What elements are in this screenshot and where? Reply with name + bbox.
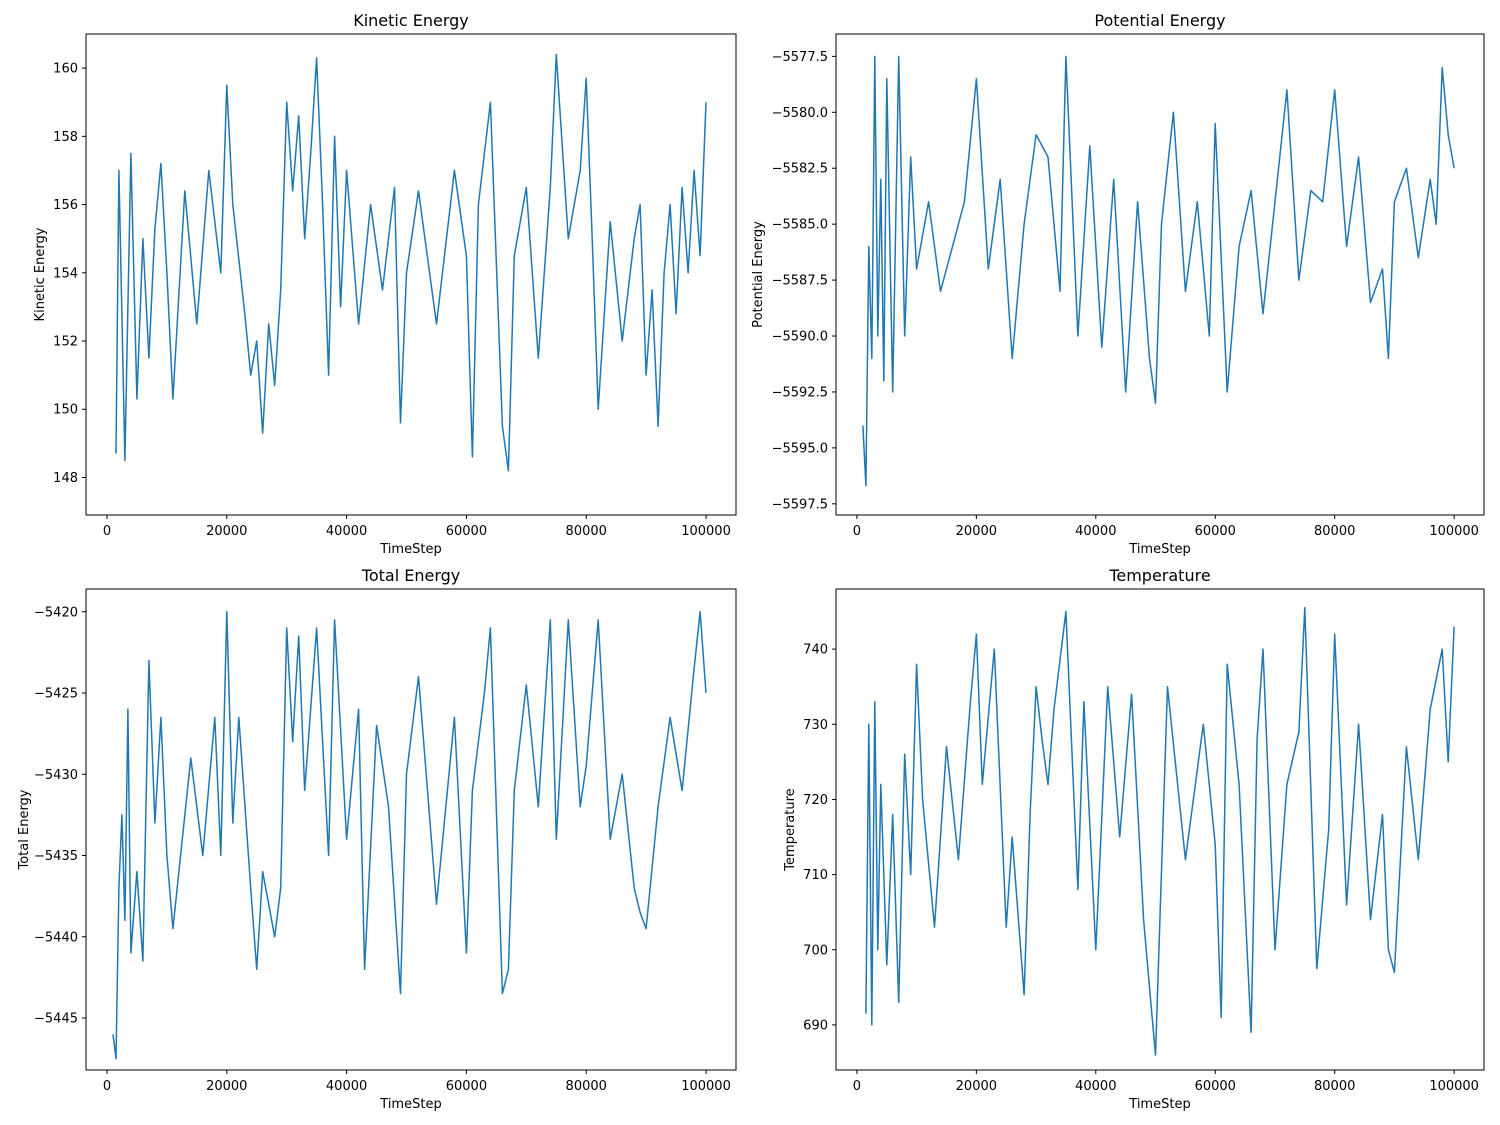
chart-kinetic-energy-x-tick-label: 20000 [206, 524, 247, 539]
chart-total-energy-x-tick-label: 100000 [681, 1079, 731, 1094]
chart-temperature-title: Temperature [1108, 566, 1210, 585]
chart-potential-energy-x-tick-label: 20000 [956, 524, 997, 539]
chart-temperature-x-tick-label: 80000 [1314, 1079, 1355, 1094]
chart-total-energy-x-tick-label: 80000 [566, 1079, 607, 1094]
chart-total-energy-y-axis-label: Total Energy [17, 789, 32, 870]
chart-kinetic-energy-title: Kinetic Energy [353, 11, 469, 30]
chart-total-energy-y-tick-label: −5425 [34, 687, 78, 702]
chart-potential-energy-title: Potential Energy [1094, 11, 1225, 30]
chart-total-energy-y-tick-label: −5430 [34, 768, 78, 783]
chart-kinetic-energy-x-tick-label: 0 [103, 524, 111, 539]
chart-kinetic-energy-y-tick-label: 154 [53, 266, 78, 281]
chart-potential-energy-x-axis-label: TimeStep [1128, 542, 1190, 557]
chart-potential-energy-y-tick-label: −5585.0 [772, 218, 828, 233]
chart-potential-energy-y-axis-label: Potential Energy [751, 221, 766, 328]
chart-temperature: Temperature 0 20000 40000 60000 80000 100000 69… [783, 566, 1485, 1112]
chart-potential-energy-y-tick-label: −5597.5 [772, 497, 828, 512]
chart-temperature-x-tick-label: 0 [853, 1079, 861, 1094]
chart-kinetic-energy-x-tick-label: 60000 [446, 524, 487, 539]
chart-kinetic-energy-series-line [115, 53, 707, 472]
chart-total-energy-x-tick-label: 20000 [206, 1079, 247, 1094]
chart-potential-energy-y-tick-label: −5590.0 [772, 330, 828, 345]
chart-potential-energy-y-tick-label: −5587.5 [772, 274, 828, 289]
chart-kinetic-energy-y-tick-label: 160 [53, 62, 78, 77]
chart-temperature-y-tick-label: 720 [803, 793, 828, 808]
chart-potential-energy-x-tick-label: 80000 [1314, 524, 1355, 539]
chart-total-energy-y-tick-label: −5445 [34, 1012, 78, 1027]
chart-total-energy-x-axis-label: TimeStep [379, 1097, 441, 1112]
chart-temperature-y-axis-label: Temperature [783, 788, 798, 871]
chart-potential-energy-x-tick-label: 60000 [1195, 524, 1236, 539]
chart-temperature-x-tick-label: 100000 [1429, 1079, 1479, 1094]
chart-potential-energy-x-tick-label: 100000 [1429, 524, 1479, 539]
chart-potential-energy-y-tick-label: −5582.5 [772, 162, 828, 177]
chart-potential-energy-y-tick-label: −5577.5 [772, 50, 828, 65]
chart-kinetic-energy-y-tick-label: 152 [53, 335, 78, 350]
chart-kinetic-energy-x-tick-label: 80000 [566, 524, 607, 539]
chart-temperature-y-tick-label: 740 [803, 643, 828, 658]
chart-temperature-y-tick-label: 730 [803, 718, 828, 733]
chart-kinetic-energy-x-axis-label: TimeStep [379, 542, 441, 557]
chart-temperature-x-tick-label: 20000 [956, 1079, 997, 1094]
chart-potential-energy-x-tick-label: 0 [853, 524, 861, 539]
chart-temperature-y-tick-label: 700 [803, 943, 828, 958]
chart-potential-energy-y-tick-label: −5595.0 [772, 441, 828, 456]
chart-kinetic-energy-y-tick-label: 158 [53, 130, 78, 145]
chart-temperature-series-line [865, 607, 1455, 1056]
chart-temperature-y-tick-label: 710 [803, 868, 828, 883]
chart-kinetic-energy-y-tick-label: 156 [53, 198, 78, 213]
chart-potential-energy-axes-frame [835, 33, 1485, 516]
chart-temperature-x-tick-label: 40000 [1075, 1079, 1116, 1094]
chart-total-energy-y-tick-label: −5435 [34, 849, 78, 864]
chart-potential-energy-y-tick-label: −5592.5 [772, 385, 828, 400]
chart-temperature-x-tick-label: 60000 [1195, 1079, 1236, 1094]
chart-total-energy: Total Energy 0 20000 40000 60000 80000 100000 −… [17, 566, 737, 1112]
chart-total-energy-x-tick-label: 60000 [446, 1079, 487, 1094]
chart-kinetic-energy-x-tick-label: 40000 [326, 524, 367, 539]
chart-temperature-x-axis-label: TimeStep [1128, 1097, 1190, 1112]
chart-total-energy-y-tick-label: −5440 [34, 930, 78, 945]
chart-kinetic-energy-x-tick-label: 100000 [681, 524, 731, 539]
chart-potential-energy-y-tick-label: −5580.0 [772, 106, 828, 121]
chart-potential-energy-x-tick-label: 40000 [1075, 524, 1116, 539]
chart-total-energy-title: Total Energy [361, 566, 460, 585]
chart-total-energy-series-line [112, 610, 707, 1060]
chart-potential-energy: Potential Energy 0 20000 40000 60000 80000 100… [751, 11, 1485, 557]
chart-total-energy-axes-frame [85, 588, 737, 1071]
chart-temperature-axes-frame [835, 588, 1485, 1071]
chart-total-energy-x-tick-label: 0 [103, 1079, 111, 1094]
chart-temperature-y-tick-label: 690 [803, 1018, 828, 1033]
chart-kinetic-energy-y-tick-label: 148 [53, 471, 78, 486]
chart-kinetic-energy: Kinetic Energy 0 20000 40000 60000 80000 10000… [33, 11, 737, 557]
chart-total-energy-x-tick-label: 40000 [326, 1079, 367, 1094]
chart-kinetic-energy-y-axis-label: Kinetic Energy [33, 227, 48, 321]
chart-total-energy-y-tick-label: −5420 [34, 605, 78, 620]
chart-kinetic-energy-y-tick-label: 150 [53, 403, 78, 418]
chart-potential-energy-series-line [862, 55, 1455, 487]
chart-kinetic-energy-axes-frame [85, 33, 737, 516]
